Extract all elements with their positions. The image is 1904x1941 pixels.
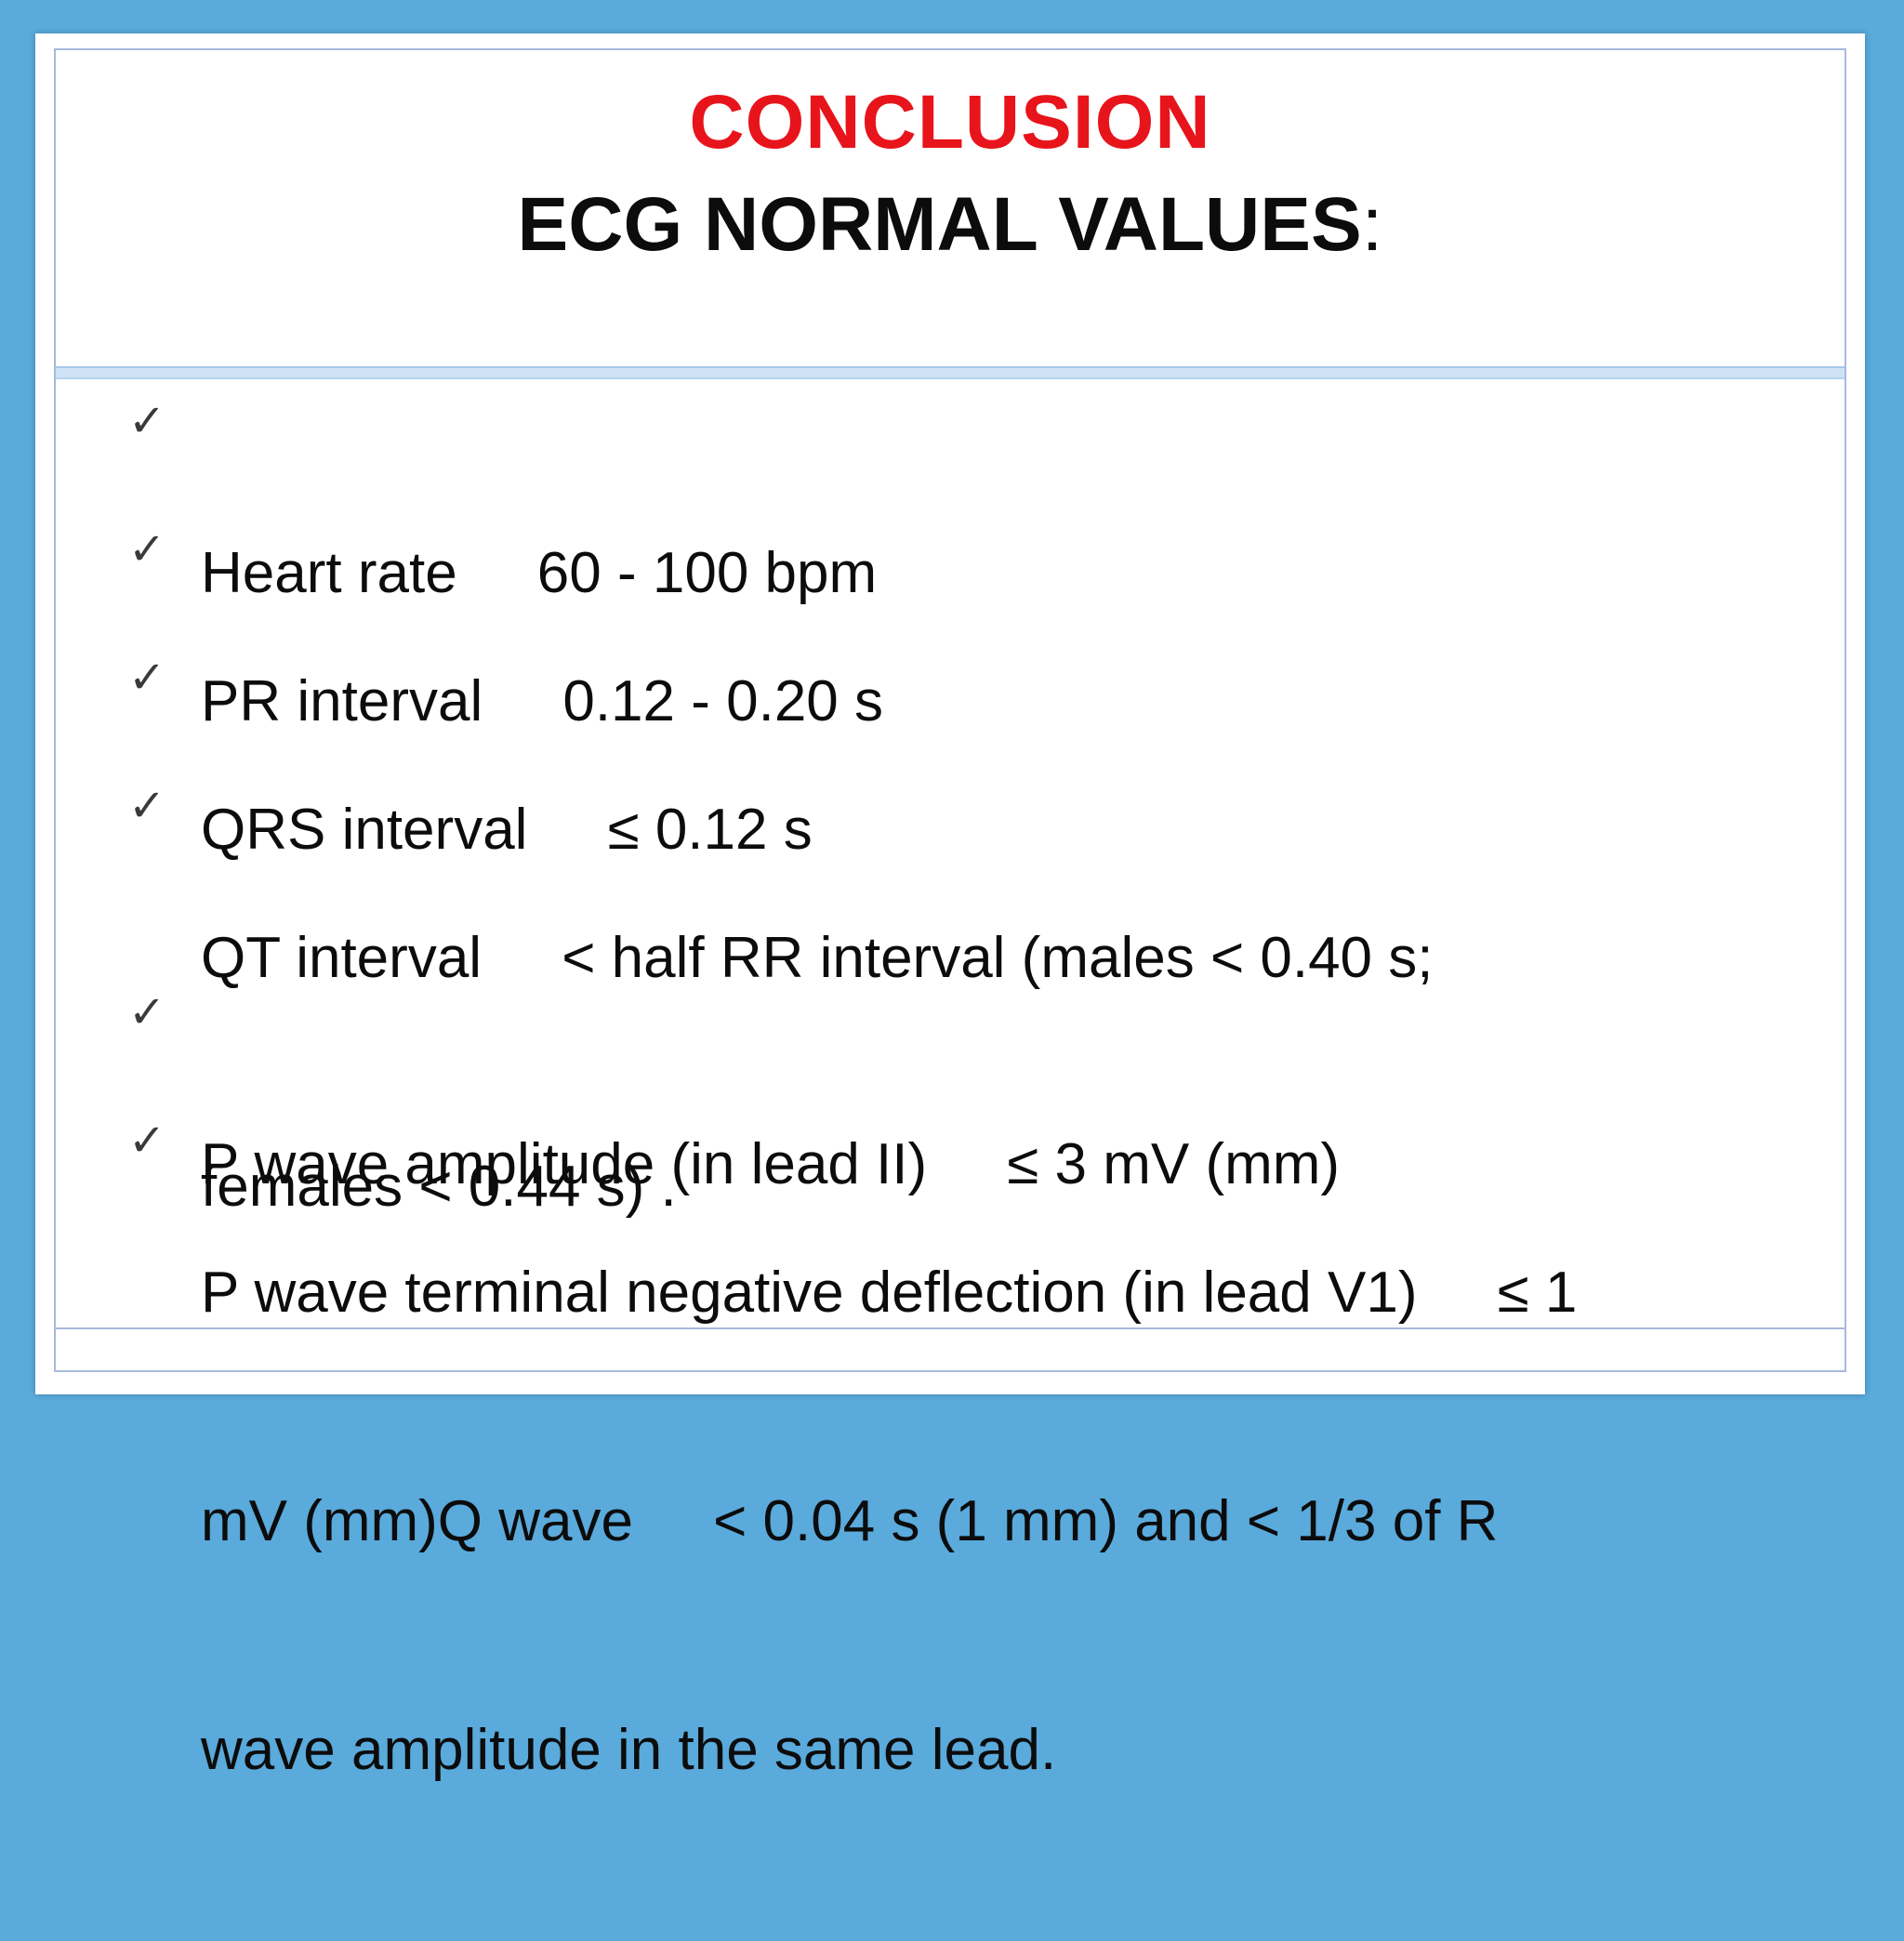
bullet-text: Heart rate 60 - 100 bpm — [201, 383, 1763, 764]
bullet-line: mV (mm)Q wave < 0.04 s (1 mm) and < 1/3 … — [201, 1489, 1499, 1553]
bullet-text: QT interval < half RR interval (males < … — [201, 768, 1763, 1378]
slide-subtitle: ECG NORMAL VALUES: — [56, 182, 1844, 268]
slide-subtitle-colon: : — [1361, 182, 1383, 267]
check-icon: ✓ — [128, 395, 166, 447]
check-icon: ✓ — [128, 652, 166, 704]
bullet-list: ✓ Heart rate 60 - 100 bpm ✓ PR interval … — [35, 33, 1865, 1782]
bullet-text: QRS interval ≤ 0.12 s — [201, 640, 1763, 1021]
bullet-line: QT interval < half RR interval (males < … — [201, 926, 1434, 990]
check-icon: ✓ — [128, 780, 166, 832]
title-divider — [56, 366, 1844, 379]
slide: CONCLUSION ECG NORMAL VALUES: ✓ Heart ra… — [35, 33, 1865, 1782]
bullet-line: wave amplitude in the same lead. — [201, 1718, 1057, 1782]
title-area: CONCLUSION ECG NORMAL VALUES: — [56, 50, 1844, 366]
bullet-line: females < 0.44 s) . — [201, 1155, 677, 1219]
check-icon: ✓ — [128, 523, 166, 575]
bullet-line: Heart rate 60 - 100 bpm — [201, 541, 878, 605]
slide-frame — [54, 48, 1846, 1372]
slide-title-conclusion: CONCLUSION — [689, 80, 1211, 165]
check-icon: ✓ — [128, 1115, 166, 1167]
bullet-line: QRS interval ≤ 0.12 s — [201, 798, 813, 862]
bottom-divider — [56, 1327, 1844, 1329]
check-icon: ✓ — [128, 986, 166, 1038]
bullet-line: PR interval 0.12 - 0.20 s — [201, 669, 884, 733]
slide-subtitle-text: ECG NORMAL VALUES — [517, 182, 1362, 267]
bullet-line: P wave terminal negative deflection (in … — [201, 1261, 1578, 1325]
bullet-text: P wave terminal negative deflection (in … — [201, 1103, 1763, 1941]
bullet-text: P wave amplitude (in lead II) ≤ 3 mV (mm… — [201, 974, 1763, 1355]
bullet-line: P wave amplitude (in lead II) ≤ 3 mV (mm… — [201, 1132, 1341, 1196]
bullet-text: PR interval 0.12 - 0.20 s — [201, 511, 1763, 892]
